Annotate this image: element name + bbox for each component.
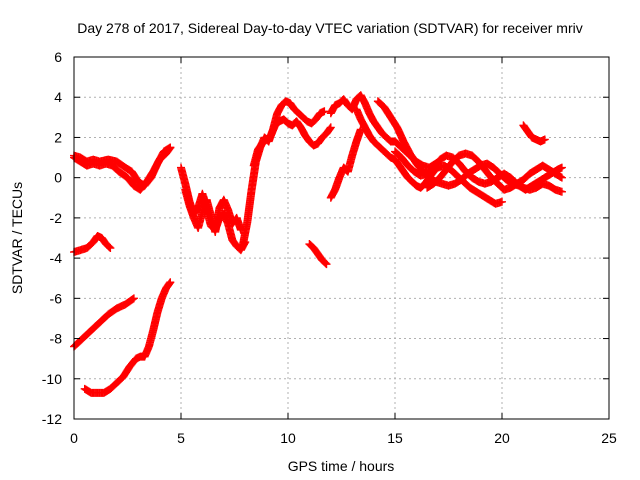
data-point [165,144,174,153]
data-point [557,187,566,196]
series-seg-l [326,125,365,202]
data-point [321,259,330,268]
data-point [326,124,335,133]
data-point [166,278,175,287]
y-tick-label: -4 [50,250,63,266]
y-tick-label: -10 [42,371,62,387]
data-point [320,107,329,116]
y-tick-label: 4 [54,89,62,105]
data-points [70,91,566,397]
plot-area-border [73,56,610,420]
data-point [104,242,113,251]
series-seg-e [80,278,175,397]
x-tick-label: 5 [177,430,185,446]
y-tick-label: 0 [54,170,62,186]
series-seg-o [391,147,566,196]
series-seg-q [519,121,549,146]
data-point [557,163,566,172]
x-tick-labels: 0 5 10 15 20 25 [70,430,617,446]
data-point [540,135,549,144]
series-seg-c [70,231,115,257]
y-tick-label: -12 [42,411,62,427]
data-point [106,244,115,253]
y-axis-label: SDTVAR / TECUs [9,182,25,294]
y-tick-label: -6 [50,290,63,306]
gridlines [74,57,609,419]
y-tick-label: -8 [50,331,63,347]
data-point [129,294,138,303]
y-tick-label: 2 [54,129,62,145]
data-point [320,258,329,267]
x-tick-label: 25 [601,430,617,446]
y-tick-label: -2 [50,210,63,226]
series-seg-g [181,185,245,236]
axis-ticks [73,56,610,420]
data-point [166,143,175,152]
x-tick-label: 0 [70,430,78,446]
x-tick-label: 10 [280,430,296,446]
data-point [165,279,174,288]
series-seg-i [249,115,335,170]
x-tick-label: 15 [387,430,403,446]
data-point [498,197,506,206]
series-seg-j [305,240,331,269]
x-axis-label: GPS time / hours [288,458,395,474]
x-tick-label: 20 [494,430,510,446]
chart-title: Day 278 of 2017, Sidereal Day-to-day VTE… [77,20,582,36]
data-point [128,295,137,304]
data-point [326,123,335,132]
data-point [322,260,331,269]
data-point [105,243,114,252]
y-tick-label: 6 [54,49,62,65]
series-seg-d [70,294,138,351]
series-seg-p [423,149,566,194]
series-seg-b [70,143,175,194]
y-tick-labels: 6 4 2 0 -2 -4 -6 -8 -10 -12 [42,49,62,427]
data-point [557,173,566,182]
